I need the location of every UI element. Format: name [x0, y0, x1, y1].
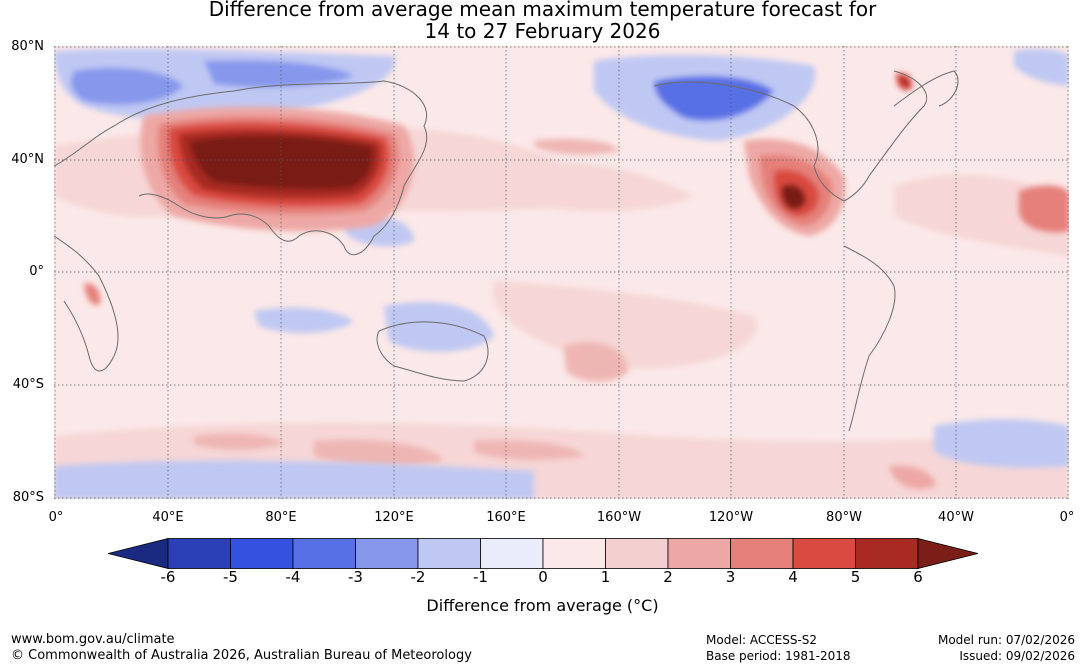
colorbar-extend-low [108, 538, 169, 569]
temperature-anomaly-map [54, 46, 1069, 499]
lon-label-160w: 160°W [596, 510, 642, 525]
footer-base-period: Base period: 1981-2018 [706, 649, 851, 663]
colorbar-tick-label: 2 [663, 568, 673, 586]
colorbar-tick-label: -4 [285, 568, 301, 586]
lon-label-80w: 80°W [826, 510, 862, 525]
lat-label-0: 0° [29, 264, 44, 279]
colorbar-bin [792, 538, 856, 569]
colorbar-bin [480, 538, 544, 569]
lat-label-40n: 40°N [11, 152, 44, 167]
colorbar-bin [417, 538, 481, 569]
lon-label-80e: 80°E [265, 510, 297, 525]
colorbar-title: Difference from average (°C) [426, 596, 659, 615]
lon-label-0-left: 0° [48, 510, 64, 525]
colorbar-tick-label: 0 [538, 568, 548, 586]
colorbar-bin [167, 538, 231, 569]
footer-copyright: © Commonwealth of Australia 2026, Austra… [11, 648, 472, 663]
colorbar-tick-label: -1 [473, 568, 488, 586]
chart-title-line1: Difference from average mean maximum tem… [208, 0, 877, 21]
colorbar-tick-label: 3 [725, 568, 736, 586]
lat-label-40s: 40°S [12, 377, 44, 392]
footer-model-run: Model run: 07/02/2026 [937, 633, 1075, 647]
colorbar-extend-high [917, 538, 978, 569]
anomaly-cold-regions [54, 48, 1069, 499]
anomaly-hot-misc [84, 73, 1069, 490]
footer-issued: Issued: 09/02/2026 [959, 649, 1075, 663]
lat-label-80s: 80°S [12, 490, 44, 505]
colorbar-tick-label: -5 [223, 568, 238, 586]
colorbar-tick-label: -2 [410, 568, 426, 586]
colorbar-bin [542, 538, 606, 569]
lon-label-120e: 120°E [374, 510, 414, 525]
chart-title-line2: 14 to 27 February 2026 [424, 19, 661, 43]
colorbar-bin [855, 538, 919, 569]
colorbar [108, 538, 978, 569]
colorbar-bin [605, 538, 669, 569]
footer-website: www.bom.gov.au/climate [11, 632, 175, 647]
coastlines [54, 70, 959, 432]
lat-label-80n: 80°N [11, 39, 44, 54]
anomaly-hot-north-america [744, 139, 845, 236]
graticule [54, 46, 1069, 499]
lon-label-0-right: 0° [1059, 510, 1075, 525]
anomaly-hot-asia [140, 106, 414, 232]
lon-label-120w: 120°W [708, 510, 754, 525]
colorbar-bin [230, 538, 294, 569]
colorbar-bin [292, 538, 356, 569]
footer-model: Model: ACCESS-S2 [706, 633, 818, 647]
anomaly-band-plus2 [194, 139, 629, 467]
colorbar-tick-label: 4 [788, 568, 798, 586]
colorbar-tick-label: 5 [850, 568, 861, 586]
colorbar-tick-label: -6 [160, 568, 176, 586]
colorbar-bin [355, 538, 419, 569]
lon-label-160e: 160°E [486, 510, 526, 525]
colorbar-bin [730, 538, 794, 569]
colorbar-tick-label: 6 [913, 568, 923, 586]
colorbar-tick-label: 1 [600, 568, 611, 586]
lon-label-40w: 40°W [938, 510, 974, 525]
colorbar-bin [667, 538, 731, 569]
colorbar-tick-label: -3 [348, 568, 363, 586]
lon-label-40e: 40°E [152, 510, 184, 525]
